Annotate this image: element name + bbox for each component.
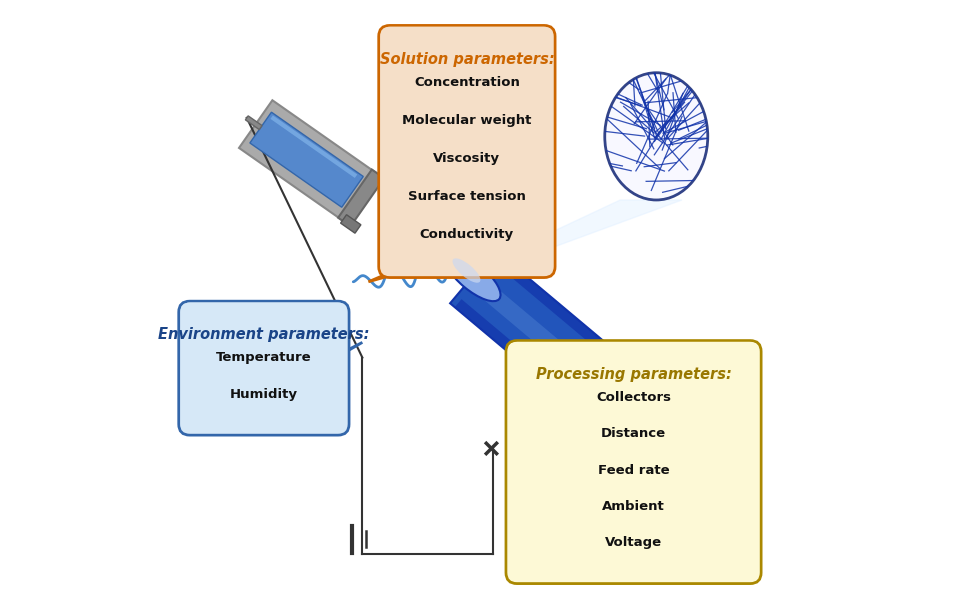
Text: Environment parameters:: Environment parameters:: [159, 327, 370, 342]
Text: Viscosity: Viscosity: [434, 152, 500, 165]
FancyBboxPatch shape: [180, 302, 348, 433]
Text: Surface tension: Surface tension: [408, 190, 526, 203]
Polygon shape: [245, 116, 262, 130]
Ellipse shape: [630, 408, 687, 457]
Text: Distance: Distance: [601, 427, 666, 440]
Text: Voltage: Voltage: [605, 536, 662, 549]
Polygon shape: [369, 267, 422, 282]
FancyBboxPatch shape: [380, 27, 553, 276]
Polygon shape: [270, 115, 357, 178]
Polygon shape: [463, 200, 682, 273]
Text: Molecular weight: Molecular weight: [402, 114, 532, 127]
FancyBboxPatch shape: [506, 341, 761, 584]
Text: Ambient: Ambient: [603, 500, 665, 513]
Polygon shape: [538, 339, 561, 573]
Ellipse shape: [605, 73, 708, 200]
Text: Solution parameters:: Solution parameters:: [379, 52, 554, 67]
FancyBboxPatch shape: [379, 25, 555, 278]
Text: Processing parameters:: Processing parameters:: [536, 367, 732, 382]
Polygon shape: [202, 342, 362, 424]
Polygon shape: [239, 100, 379, 222]
Text: Collectors: Collectors: [596, 391, 671, 404]
Text: Temperature: Temperature: [216, 351, 311, 364]
FancyBboxPatch shape: [179, 301, 349, 435]
Text: Concentration: Concentration: [414, 76, 520, 88]
FancyBboxPatch shape: [508, 342, 759, 582]
Polygon shape: [341, 215, 361, 233]
Text: Feed rate: Feed rate: [598, 464, 669, 476]
Ellipse shape: [453, 258, 480, 283]
Polygon shape: [493, 254, 676, 410]
Text: Conductivity: Conductivity: [420, 228, 514, 241]
Polygon shape: [450, 250, 681, 459]
Polygon shape: [455, 299, 638, 455]
Polygon shape: [338, 170, 384, 227]
Text: Humidity: Humidity: [230, 388, 298, 401]
Ellipse shape: [444, 252, 500, 301]
Polygon shape: [471, 275, 658, 436]
Polygon shape: [250, 112, 363, 207]
